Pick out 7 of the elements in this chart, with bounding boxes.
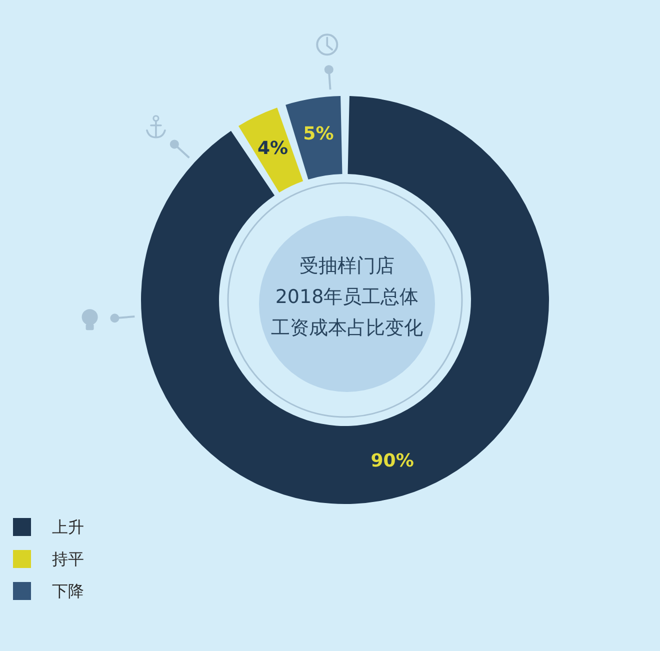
data-label: 5%: [303, 124, 334, 145]
data-label: 4%: [258, 138, 288, 159]
text: 受抽样门店2018年员工总体工资成本占比变化: [271, 255, 423, 339]
legend-label: 下降: [52, 582, 84, 600]
data-label: 90%: [370, 450, 414, 472]
legend-label: 持平: [52, 550, 84, 568]
legend-label: 上升: [52, 518, 84, 536]
